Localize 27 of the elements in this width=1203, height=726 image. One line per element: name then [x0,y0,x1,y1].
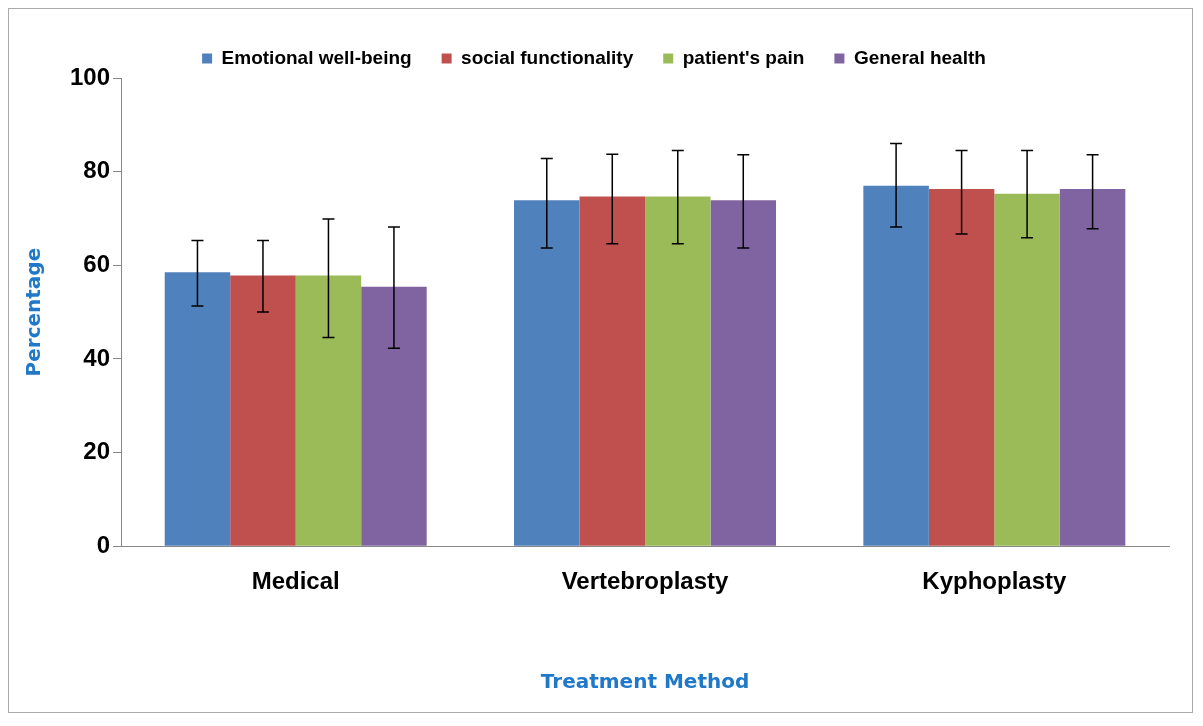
y-axis-title: Percentage [21,247,46,377]
bar [361,286,427,546]
legend-label: Emotional well-being [221,46,412,68]
y-tick-label: 100 [70,62,111,90]
x-tick-label: Vertebroplasty [561,567,730,595]
bar [164,272,231,546]
y-tick-label: 20 [83,437,111,465]
bar [645,196,711,546]
x-axis-title: Treatment Method [540,669,750,694]
bar [230,275,296,546]
y-tick-label: 80 [83,156,111,184]
y-tick-label: 40 [83,343,111,371]
bar [710,200,777,546]
x-tick-label: Kyphoplasty [922,567,1067,595]
legend-label: patient's pain [682,46,805,68]
legend-label: social functionality [461,46,634,68]
bar [928,188,995,546]
y-tick-label: 0 [96,530,111,558]
y-tick-label: 60 [83,249,111,277]
x-tick-label: Medical [251,567,340,595]
bar [295,275,362,546]
bar [579,196,646,546]
bar [994,193,1060,546]
bar [863,185,929,546]
bar [514,200,580,546]
legend-label: General health [853,46,986,68]
bar [1059,188,1126,546]
